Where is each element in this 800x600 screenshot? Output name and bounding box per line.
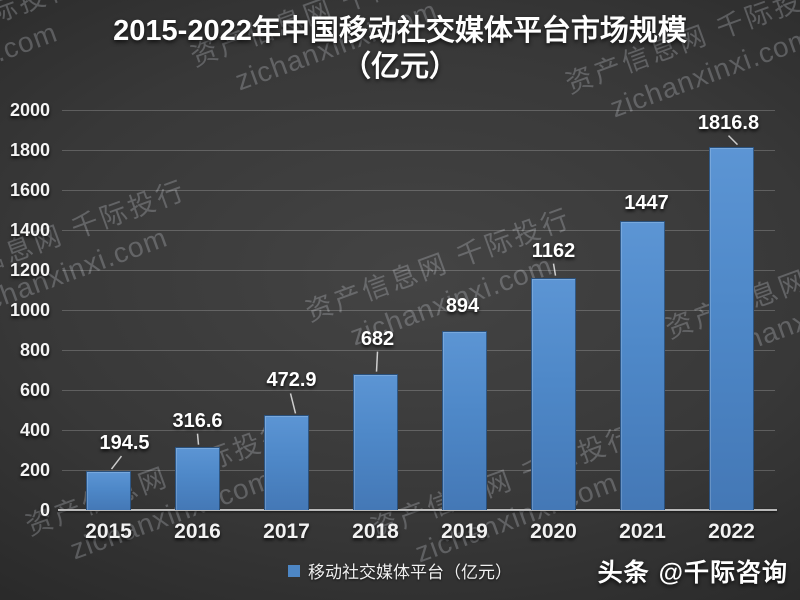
chart-title: 2015-2022年中国移动社交媒体平台市场规模 （亿元） [0,13,800,85]
gridline [62,350,775,351]
bar-2016 [175,446,220,510]
x-axis-label-2019: 2019 [441,520,488,543]
x-axis-label-2016: 2016 [174,520,221,543]
y-axis-label: 600 [19,380,50,400]
x-axis-label-2017: 2017 [263,520,310,543]
y-axis-label: 800 [19,340,50,360]
legend-swatch-icon [288,564,300,577]
y-axis: 2000 1800 1600 1400 1200 1000 800 600 400 200 0 [0,101,56,519]
gridline [62,110,775,111]
bar-2019 [442,331,487,510]
gridline [62,270,775,271]
y-axis-label: 1600 [9,180,50,200]
gridline [62,150,775,151]
y-axis-label: 2000 [9,100,50,120]
bar-2015 [86,471,131,510]
y-axis-label: 200 [19,460,50,480]
legend: 移动社交媒体平台（亿元） [0,558,800,583]
gridline [62,430,775,431]
x-axis-label-2020: 2020 [530,520,577,543]
bar-value-label: 194.5 [99,432,150,455]
bar-value-label: 472.9 [266,369,317,392]
label-leader-lines [110,135,739,470]
bar-value-label: 682 [360,327,395,350]
legend-label: 移动社交媒体平台（亿元） [308,563,512,582]
gridline [62,470,775,471]
y-axis-label: 400 [19,420,50,440]
bar-value-label: 316.6 [172,409,223,432]
x-axis-label-2022: 2022 [708,520,755,543]
bar-value-label: 894 [445,295,480,318]
x-axis-line [58,509,777,511]
y-axis-label: 0 [39,500,50,520]
x-axis-label-2021: 2021 [619,520,666,543]
gridline [62,190,775,191]
credit-brand: 头条 [597,559,650,587]
chart-title-line2: （亿元） [341,51,458,83]
y-axis-label: 1000 [9,300,50,320]
bar-2018 [353,373,398,510]
bar-value-label: 1447 [624,191,669,214]
bar-2022 [709,146,754,510]
bar-2020 [531,277,576,510]
gridline [62,230,775,231]
bar-2021 [620,220,665,510]
x-axis-label-2015: 2015 [85,520,132,543]
y-axis-label: 1800 [9,140,50,160]
bar-value-label: 1816.8 [697,111,760,134]
chart-title-line1: 2015-2022年中国移动社交媒体平台市场规模 [113,15,687,47]
plot-area: 194.5 2015 316.6 2016 472.9 2017 682 2018 894 201… [58,110,777,543]
credit-handle: @千际咨询 [658,559,788,587]
y-axis-label: 1400 [9,220,50,240]
x-axis-label-2018: 2018 [352,520,399,543]
gridline [62,390,775,391]
y-axis-label: 1200 [9,260,50,280]
gridline [62,310,775,311]
credit: 头条 @千际咨询 [598,553,788,589]
bar-2017 [264,415,309,510]
bar-value-label: 1162 [531,239,576,262]
